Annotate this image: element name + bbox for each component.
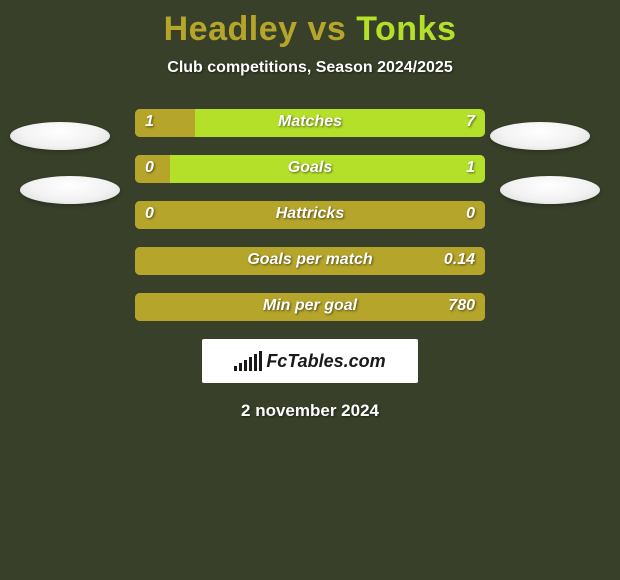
snapshot-date: 2 november 2024 [0, 401, 620, 421]
stats-panel: 1Matches70Goals10Hattricks0Goals per mat… [0, 109, 620, 421]
stat-label: Min per goal [135, 297, 485, 315]
stat-value-right: 0.14 [444, 251, 475, 269]
stat-row: 1Matches7 [135, 109, 485, 137]
stat-label: Matches [135, 113, 485, 131]
stat-value-right: 0 [466, 205, 475, 223]
stat-row: Min per goal780 [135, 293, 485, 321]
stat-row: 0Goals1 [135, 155, 485, 183]
logo-text: FcTables.com [266, 351, 385, 372]
logo-bar-segment [249, 357, 252, 371]
logo-bar-segment [259, 351, 262, 371]
stat-row: 0Hattricks0 [135, 201, 485, 229]
logo-bars-icon [234, 351, 262, 371]
logo-inner: FcTables.com [234, 351, 385, 372]
stat-label: Goals [135, 159, 485, 177]
stat-value-right: 780 [448, 297, 475, 315]
stat-row: Goals per match0.14 [135, 247, 485, 275]
player-right-name: Tonks [356, 10, 456, 48]
stat-label: Goals per match [135, 251, 485, 269]
logo-bar-segment [254, 354, 257, 371]
stat-value-right: 7 [466, 113, 475, 131]
title-vs: vs [298, 10, 357, 48]
logo-bar-segment [244, 360, 247, 371]
stat-value-right: 1 [466, 159, 475, 177]
source-logo: FcTables.com [202, 339, 418, 383]
player-left-name: Headley [164, 10, 298, 48]
logo-bar-segment [239, 363, 242, 371]
player-right-badge-1 [490, 122, 590, 150]
player-left-badge-2 [20, 176, 120, 204]
logo-bar-segment [234, 366, 237, 371]
player-left-badge-1 [10, 122, 110, 150]
stat-label: Hattricks [135, 205, 485, 223]
player-right-badge-2 [500, 176, 600, 204]
comparison-title: Headley vs Tonks [0, 0, 620, 49]
subtitle: Club competitions, Season 2024/2025 [0, 59, 620, 77]
